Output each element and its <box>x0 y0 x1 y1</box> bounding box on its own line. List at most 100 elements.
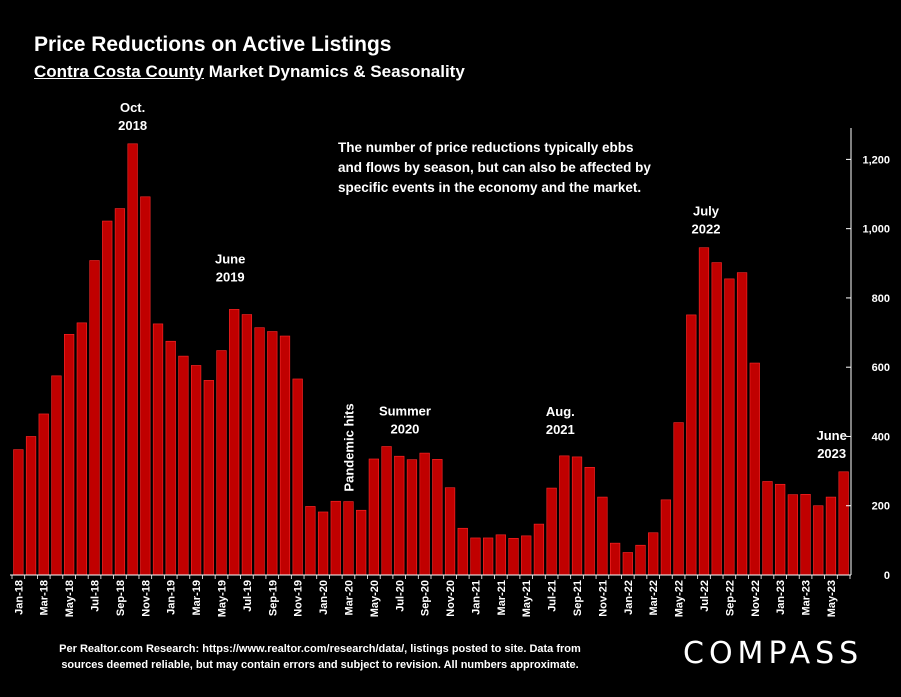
bar-Dec-20 <box>457 527 468 576</box>
y-tick-label-800: 800 <box>872 293 890 305</box>
x-tick-label-May-19: May-19 <box>217 580 229 617</box>
bar-Dec-18 <box>152 323 164 576</box>
bar-Oct-22 <box>736 272 748 576</box>
x-tick-label-Mar-19: Mar-19 <box>191 580 203 615</box>
bar-Jan-23 <box>775 483 786 576</box>
x-tick-label-Sep-18: Sep-18 <box>115 580 127 616</box>
bar-Jan-22 <box>622 552 633 576</box>
bar-May-20 <box>368 458 379 576</box>
bar-Feb-22 <box>635 544 646 576</box>
bar-Oct-20 <box>432 459 443 576</box>
bar-Feb-19 <box>178 355 189 576</box>
chart-note-line-2: specific events in the economy and the m… <box>338 180 641 195</box>
x-tick-label-Jan-18: Jan-18 <box>13 580 25 615</box>
bar-Apr-21 <box>508 537 519 576</box>
bar-Dec-19 <box>305 506 316 576</box>
bar-Nov-21 <box>597 496 608 576</box>
bar-Apr-22 <box>660 499 672 576</box>
bar-Feb-23 <box>787 494 798 576</box>
x-tick-label-Nov-18: Nov-18 <box>140 580 152 617</box>
bar-Apr-19 <box>203 380 214 576</box>
source-line-1: Per Realtor.com Research: https://www.re… <box>59 643 581 655</box>
bar-Aug-19 <box>254 327 265 576</box>
y-tick-label-0: 0 <box>884 570 890 582</box>
x-tick-label-Jul-22: Jul-22 <box>699 580 711 612</box>
bar-Mar-22 <box>648 532 659 576</box>
bar-Jun-23 <box>838 471 849 576</box>
bar-Jun-18 <box>76 322 87 576</box>
bar-Jan-18 <box>13 449 24 576</box>
bar-Jan-20 <box>317 511 329 576</box>
annotation-Aug-21-line-1: 2021 <box>546 422 575 437</box>
bar-Sep-18 <box>114 208 126 576</box>
bar-Oct-18 <box>127 143 138 576</box>
annotation-Aug-21-line-0: Aug. <box>546 404 575 419</box>
bar-Apr-23 <box>813 505 824 576</box>
bar-Mar-19 <box>190 365 202 576</box>
chart-subtitle: Contra Costa County Market Dynamics & Se… <box>34 62 465 82</box>
source-line-2: sources deemed reliable, but may contain… <box>61 659 579 671</box>
subtitle-rest: Market Dynamics & Seasonality <box>204 62 465 81</box>
annotation-Jun-19-line-0: June <box>215 251 245 266</box>
x-tick-label-May-22: May-22 <box>674 580 686 617</box>
annotation-Jun-19-line-1: 2019 <box>216 269 245 284</box>
bar-Nov-19 <box>292 378 303 576</box>
bar-Oct-21 <box>584 466 595 576</box>
y-tick-label-600: 600 <box>872 362 890 374</box>
x-tick-label-May-21: May-21 <box>521 580 533 617</box>
annotation-Jul-22-line-1: 2022 <box>692 222 721 237</box>
x-tick-label-Sep-21: Sep-21 <box>572 580 584 616</box>
annotation-Jul-22-line-0: July <box>693 204 720 219</box>
x-tick-label-Nov-22: Nov-22 <box>750 580 762 617</box>
bar-May-19 <box>216 350 227 576</box>
x-tick-label-Jul-21: Jul-21 <box>547 580 559 612</box>
y-tick-label-400: 400 <box>872 431 890 443</box>
annotation-Aug-20-line-0: Summer <box>379 404 431 419</box>
bar-Oct-19 <box>279 335 291 576</box>
x-tick-label-Jan-19: Jan-19 <box>166 580 178 615</box>
bar-Aug-20 <box>406 459 418 576</box>
chart-note-line-1: and flows by season, but can also be aff… <box>338 160 651 175</box>
bar-Nov-20 <box>444 487 456 576</box>
x-tick-label-Nov-20: Nov-20 <box>445 580 457 617</box>
x-tick-label-Jan-20: Jan-20 <box>318 580 330 615</box>
x-tick-label-Jan-22: Jan-22 <box>623 580 635 615</box>
bar-Sep-22 <box>724 278 735 576</box>
annotation-Jun-23-line-1: 2023 <box>817 446 846 461</box>
bar-Jan-19 <box>165 340 176 576</box>
bar-Mar-20 <box>343 501 354 576</box>
bar-Mar-21 <box>495 534 506 576</box>
x-tick-label-Mar-18: Mar-18 <box>39 580 51 615</box>
bar-May-22 <box>673 422 684 576</box>
bar-May-18 <box>64 333 75 576</box>
bar-Nov-18 <box>140 196 151 576</box>
bar-Jan-21 <box>470 537 481 576</box>
bar-Apr-18 <box>51 375 62 576</box>
annotation-Aug-20-line-1: 2020 <box>390 422 419 437</box>
bar-Jun-20 <box>381 446 392 576</box>
x-tick-label-May-18: May-18 <box>64 580 76 617</box>
annotation-Jun-23-line-0: June <box>816 428 846 443</box>
x-tick-label-Mar-23: Mar-23 <box>801 580 813 615</box>
x-tick-label-Nov-21: Nov-21 <box>597 580 609 617</box>
x-tick-label-May-23: May-23 <box>826 580 838 617</box>
bar-Feb-20 <box>330 500 341 576</box>
x-tick-label-Jan-23: Jan-23 <box>775 580 787 615</box>
bar-Aug-22 <box>711 262 722 576</box>
chart-note-line-0: The number of price reductions typically… <box>338 140 634 155</box>
bar-Feb-18 <box>25 436 37 576</box>
bar-Aug-18 <box>102 220 113 576</box>
subtitle-county-link[interactable]: Contra Costa County <box>34 62 204 81</box>
x-tick-label-Nov-19: Nov-19 <box>293 580 305 617</box>
x-tick-label-Jan-21: Jan-21 <box>470 580 482 615</box>
bar-May-23 <box>825 496 837 576</box>
x-tick-label-Jul-20: Jul-20 <box>394 580 406 612</box>
x-tick-label-Sep-22: Sep-22 <box>724 580 736 616</box>
bar-Jul-20 <box>394 455 405 576</box>
x-tick-label-Mar-20: Mar-20 <box>343 580 355 615</box>
bar-Jun-22 <box>686 314 697 576</box>
bar-Jun-21 <box>533 523 545 576</box>
bar-Jun-19 <box>229 309 240 576</box>
chart-title: Price Reductions on Active Listings <box>34 33 392 56</box>
x-tick-label-May-20: May-20 <box>369 580 381 617</box>
